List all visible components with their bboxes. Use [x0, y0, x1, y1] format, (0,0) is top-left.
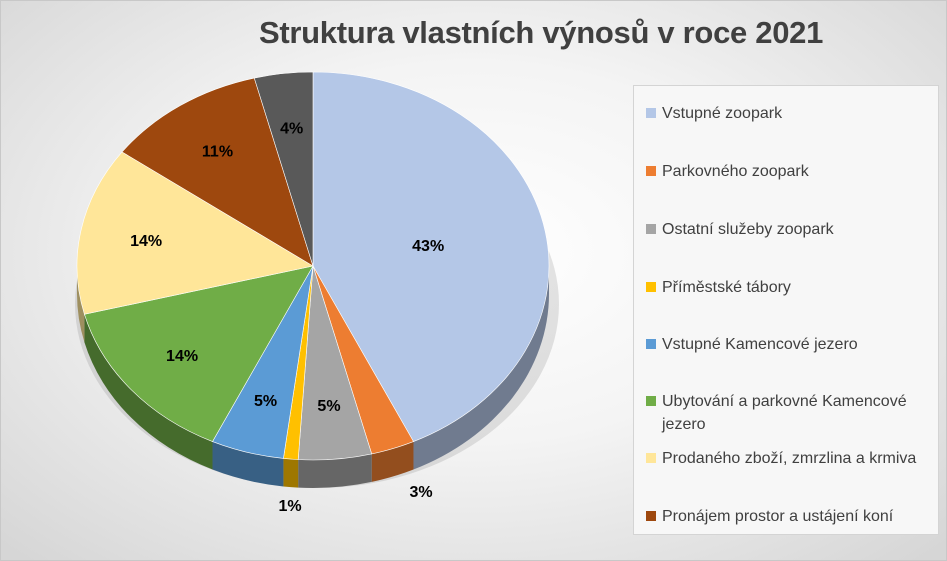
legend-item: Vstupné zoopark: [634, 102, 934, 125]
legend-swatch: [646, 511, 656, 521]
legend: Vstupné zoopark Parkovného zoopark Ostat…: [633, 85, 939, 535]
data-label: 14%: [166, 348, 198, 365]
pie-side: [298, 453, 372, 489]
pie-slice: [312, 71, 550, 442]
pie-side: [77, 266, 85, 343]
legend-item: Ubytování a parkovné Kamencové jezero: [634, 390, 934, 436]
pie-slice: [121, 77, 314, 267]
legend-swatch: [646, 108, 656, 118]
legend-item: Parkovného zoopark: [634, 160, 934, 183]
legend-swatch: [646, 282, 656, 292]
legend-item: Pronájem prostor a ustájení koní: [634, 505, 934, 528]
pie-slice: [84, 265, 314, 442]
legend-label: Pronájem prostor a ustájení koní: [662, 508, 894, 525]
pie-side: [283, 458, 299, 488]
data-label: 1%: [278, 498, 301, 515]
data-label: 11%: [202, 143, 233, 160]
legend-swatch: [646, 396, 656, 406]
data-label: 43%: [412, 238, 444, 255]
legend-swatch: [646, 224, 656, 234]
legend-item: Prodaného zboží, zmrzlina a krmiva: [634, 447, 934, 470]
legend-item: Příměstské tábory: [634, 276, 934, 299]
legend-label: Vstupné zoopark: [662, 105, 783, 122]
pie-slice: [76, 151, 314, 315]
legend-label: Parkovného zoopark: [662, 163, 809, 180]
legend-swatch: [646, 453, 656, 463]
legend-swatch: [646, 339, 656, 349]
data-label: 3%: [409, 484, 432, 501]
legend-swatch: [646, 166, 656, 176]
chart-title: Struktura vlastních výnosů v roce 2021: [258, 15, 824, 50]
pie-side: [84, 314, 213, 470]
pie-slice: [253, 71, 314, 267]
pie-sides: [77, 266, 549, 489]
legend-label: Ostatní služeby zoopark: [662, 221, 834, 238]
legend-item: Ostatní služeby zoopark: [634, 218, 934, 241]
legend-label: Prodaného zboží, zmrzlina a krmiva: [662, 450, 917, 467]
legend-label: Příměstské tábory: [662, 279, 791, 296]
pie-side: [212, 441, 284, 487]
legend-item: Vstupné Kamencové jezero: [634, 333, 934, 356]
data-label: 5%: [254, 393, 277, 410]
data-label: 4%: [280, 120, 303, 137]
legend-label: Ubytování a parkovné Kamencové jezero: [662, 393, 907, 433]
legend-label: Vstupné Kamencové jezero: [662, 336, 858, 353]
data-label: 14%: [130, 233, 162, 250]
pie-side: [413, 266, 549, 470]
data-label: 5%: [317, 398, 340, 415]
